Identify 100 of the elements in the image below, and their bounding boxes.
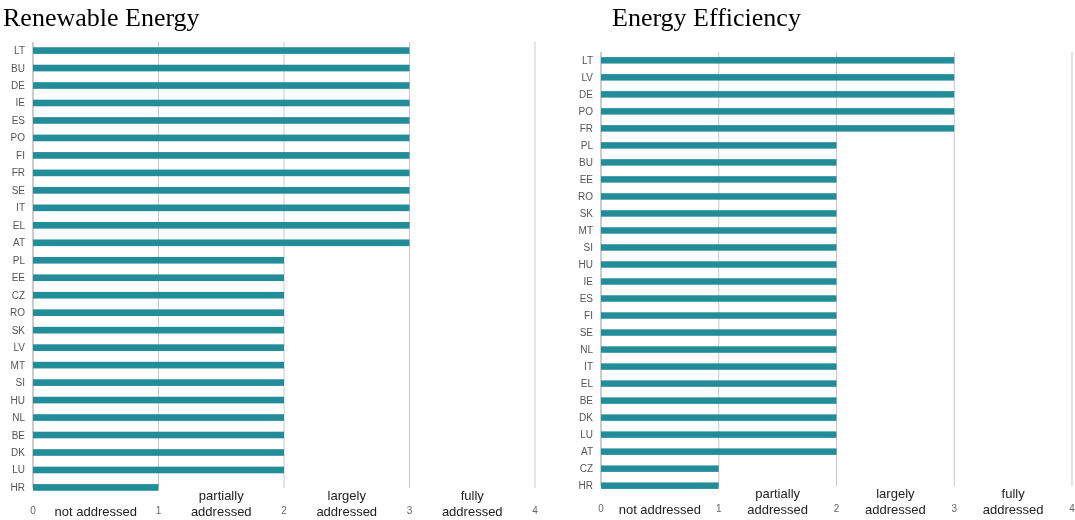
bar bbox=[601, 431, 837, 438]
y-tick-label: SE bbox=[579, 327, 594, 339]
y-tick-label: FI bbox=[584, 310, 593, 322]
annotation: partially addressed bbox=[190, 488, 252, 519]
bar bbox=[601, 142, 837, 149]
y-tick-label: RO bbox=[578, 190, 594, 202]
y-tick-label: DE bbox=[579, 88, 594, 100]
y-tick-label: HU bbox=[10, 394, 25, 406]
y-tick-label: MT bbox=[578, 224, 593, 236]
bar bbox=[33, 466, 284, 474]
y-tick-label: LU bbox=[580, 429, 593, 441]
y-tick-label: BU bbox=[579, 156, 593, 168]
y-tick-label: EL bbox=[12, 219, 26, 231]
bar bbox=[601, 57, 955, 64]
y-tick-label: DK bbox=[11, 446, 26, 458]
bar bbox=[33, 134, 410, 142]
y-tick-label: FR bbox=[11, 167, 25, 179]
y-tick-label: IE bbox=[15, 97, 26, 109]
y-tick-label: AT bbox=[12, 237, 25, 249]
annotation: fully addressed bbox=[441, 488, 503, 519]
x-tick-label: 3 bbox=[951, 503, 958, 514]
bar bbox=[33, 484, 159, 491]
x-tick-label: 2 bbox=[281, 505, 288, 516]
y-tick-label: SK bbox=[11, 324, 26, 336]
annotation: partially addressed bbox=[747, 486, 808, 517]
y-tick-label: ES bbox=[579, 293, 594, 305]
y-tick-label: PO bbox=[578, 105, 594, 117]
y-tick-label: LV bbox=[13, 342, 26, 354]
y-tick-label: BU bbox=[11, 62, 25, 74]
bar bbox=[33, 239, 410, 247]
y-tick-label: HU bbox=[578, 258, 593, 270]
bar bbox=[33, 47, 410, 54]
y-tick-label: RO bbox=[10, 307, 26, 319]
bar bbox=[601, 74, 955, 81]
bar bbox=[601, 278, 837, 285]
bar bbox=[33, 431, 284, 439]
y-tick-label: EE bbox=[579, 173, 594, 185]
bar bbox=[601, 244, 837, 251]
bar bbox=[601, 261, 837, 268]
y-tick-label: ES bbox=[11, 114, 26, 126]
y-tick-label: CZ bbox=[11, 289, 25, 301]
text: not addressed bbox=[618, 502, 702, 517]
bar bbox=[601, 193, 837, 200]
x-tick-label: 1 bbox=[715, 503, 722, 514]
y-tick-label: EE bbox=[11, 272, 26, 284]
bar bbox=[33, 221, 410, 229]
y-tick-label: LT bbox=[14, 45, 25, 57]
bar bbox=[601, 448, 837, 455]
y-tick-label: LT bbox=[582, 54, 593, 66]
bar bbox=[601, 159, 837, 166]
y-tick-label: NL bbox=[580, 344, 594, 356]
bar bbox=[33, 449, 284, 456]
y-tick-label: DK bbox=[579, 412, 594, 424]
bar bbox=[33, 99, 410, 107]
x-tick-label: 4 bbox=[532, 505, 539, 516]
y-tick-label: SI bbox=[15, 377, 25, 389]
bar bbox=[33, 169, 410, 177]
bar bbox=[33, 64, 410, 72]
y-tick-label: HR bbox=[10, 481, 25, 493]
bar bbox=[601, 295, 837, 302]
x-tick-label: 2 bbox=[833, 503, 840, 514]
bar bbox=[33, 396, 284, 404]
bar bbox=[601, 346, 837, 353]
bar bbox=[601, 397, 837, 404]
bar bbox=[601, 210, 837, 217]
bar bbox=[33, 187, 410, 194]
bar bbox=[33, 274, 284, 282]
y-tick-label: CZ bbox=[579, 463, 593, 475]
y-tick-label: IT bbox=[584, 361, 593, 373]
annotation: fully addressed bbox=[982, 486, 1044, 517]
bar bbox=[601, 108, 955, 115]
y-tick-label: EL bbox=[580, 378, 594, 390]
bar bbox=[33, 344, 284, 351]
y-tick-label: PL bbox=[580, 139, 594, 151]
x-tick-label: 3 bbox=[406, 505, 413, 516]
y-tick-label: BE bbox=[11, 429, 26, 441]
x-tick-label: 4 bbox=[1069, 503, 1075, 514]
y-tick-label: MT bbox=[10, 359, 25, 371]
y-tick-label: HR bbox=[578, 480, 593, 492]
y-tick-label: FR bbox=[579, 122, 593, 134]
bar bbox=[601, 414, 837, 421]
annotation: largely addressed bbox=[316, 488, 378, 519]
bar bbox=[33, 152, 410, 159]
y-tick-label: SK bbox=[579, 207, 594, 219]
bar bbox=[33, 326, 284, 334]
y-tick-label: SE bbox=[11, 184, 26, 196]
bar bbox=[601, 91, 955, 98]
annotation: largely addressed bbox=[865, 486, 926, 517]
y-tick-label: LV bbox=[581, 71, 594, 83]
bar bbox=[601, 312, 837, 319]
bar bbox=[33, 414, 284, 421]
bar bbox=[33, 361, 284, 369]
bar bbox=[601, 482, 719, 489]
y-tick-label: PO bbox=[10, 132, 26, 144]
bar bbox=[601, 227, 837, 234]
y-tick-label: SI bbox=[583, 241, 593, 253]
y-tick-label: AT bbox=[580, 446, 593, 458]
bar bbox=[601, 363, 837, 370]
x-tick-label: 1 bbox=[155, 505, 162, 516]
y-tick-label: DE bbox=[11, 80, 26, 92]
